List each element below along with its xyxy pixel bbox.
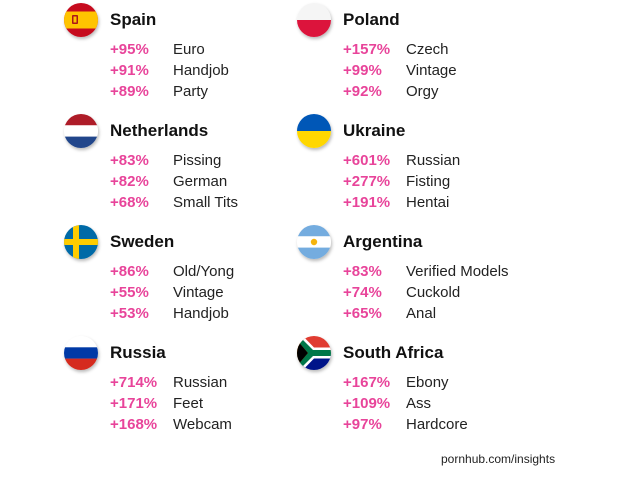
country-name: Sweden xyxy=(110,232,175,251)
south-africa-flag-icon xyxy=(297,336,331,370)
stat-percent: +95% xyxy=(110,41,149,58)
stat-percent: +171% xyxy=(110,395,158,412)
stat-category: Feet xyxy=(173,395,204,412)
stat-category: Verified Models xyxy=(406,263,509,280)
stat-category: Hardcore xyxy=(406,416,468,433)
stat-percent: +99% xyxy=(343,62,382,79)
stat-category: Czech xyxy=(406,41,449,58)
stat-category: Pissing xyxy=(173,152,222,169)
stat-percent: +109% xyxy=(343,395,391,412)
stat-percent: +83% xyxy=(110,152,149,169)
stat-category: Anal xyxy=(406,305,437,322)
source-credit: pornhub.com/insights xyxy=(441,452,556,466)
russia-flag-icon xyxy=(64,336,98,370)
country-name: Ukraine xyxy=(343,121,406,140)
stat-category: Handjob xyxy=(173,305,229,322)
stat-category: Handjob xyxy=(173,62,229,79)
country-name: Poland xyxy=(343,10,400,29)
netherlands-flag-icon xyxy=(64,114,98,148)
stat-category: Party xyxy=(173,83,209,100)
country-block-spain: Spain +95% Euro +91% Handjob +89% Party xyxy=(64,3,324,111)
stat-percent: +714% xyxy=(110,374,158,391)
country-block-sweden: Sweden +86% Old/Yong +55% Vintage +53% H… xyxy=(64,225,324,333)
stat-category: Vintage xyxy=(406,62,457,79)
sweden-flag-icon xyxy=(64,225,98,259)
stat-category: Euro xyxy=(173,41,205,58)
stat-percent: +53% xyxy=(110,305,149,322)
country-block-netherlands: Netherlands +83% Pissing +82% German +68… xyxy=(64,114,324,222)
stat-category: Old/Yong xyxy=(173,263,235,280)
country-name: South Africa xyxy=(343,343,444,362)
stat-percent: +92% xyxy=(343,83,382,100)
stat-percent: +83% xyxy=(343,263,382,280)
stat-category: Russian xyxy=(406,152,461,169)
country-block-argentina: Argentina +83% Verified Models +74% Cuck… xyxy=(297,225,557,333)
stat-percent: +65% xyxy=(343,305,382,322)
ukraine-flag-icon xyxy=(297,114,331,148)
stat-percent: +191% xyxy=(343,194,391,211)
stat-category: Webcam xyxy=(173,416,232,433)
stat-percent: +74% xyxy=(343,284,382,301)
stat-category: Fisting xyxy=(406,173,451,190)
poland-flag-icon xyxy=(297,3,331,37)
stat-category: German xyxy=(173,173,228,190)
stat-category: Small Tits xyxy=(173,194,239,211)
stat-percent: +157% xyxy=(343,41,391,58)
stat-percent: +97% xyxy=(343,416,382,433)
stat-percent: +82% xyxy=(110,173,149,190)
stat-percent: +167% xyxy=(343,374,391,391)
stat-category: Russian xyxy=(173,374,228,391)
country-name: Spain xyxy=(110,10,157,29)
stat-category: Vintage xyxy=(173,284,224,301)
stat-percent: +68% xyxy=(110,194,149,211)
stat-percent: +55% xyxy=(110,284,149,301)
country-block-south-africa: South Africa +167% Ebony +109% Ass +97% … xyxy=(297,336,557,444)
stat-percent: +601% xyxy=(343,152,391,169)
stat-category: Cuckold xyxy=(406,284,461,301)
stat-percent: +277% xyxy=(343,173,391,190)
argentina-flag-icon xyxy=(297,225,331,259)
stat-category: Orgy xyxy=(406,83,439,100)
stat-percent: +91% xyxy=(110,62,149,79)
country-name: Russia xyxy=(110,343,166,362)
spain-flag-icon xyxy=(64,3,98,37)
country-block-poland: Poland +157% Czech +99% Vintage +92% Org… xyxy=(297,3,557,111)
country-block-russia: Russia +714% Russian +171% Feet +168% We… xyxy=(64,336,324,444)
stat-category: Ass xyxy=(406,395,432,412)
stat-percent: +89% xyxy=(110,83,149,100)
country-name: Netherlands xyxy=(110,121,209,140)
stat-percent: +86% xyxy=(110,263,149,280)
country-block-ukraine: Ukraine +601% Russian +277% Fisting +191… xyxy=(297,114,557,222)
country-name: Argentina xyxy=(343,232,423,251)
stat-percent: +168% xyxy=(110,416,158,433)
stat-category: Ebony xyxy=(406,374,449,391)
stat-category: Hentai xyxy=(406,194,450,211)
